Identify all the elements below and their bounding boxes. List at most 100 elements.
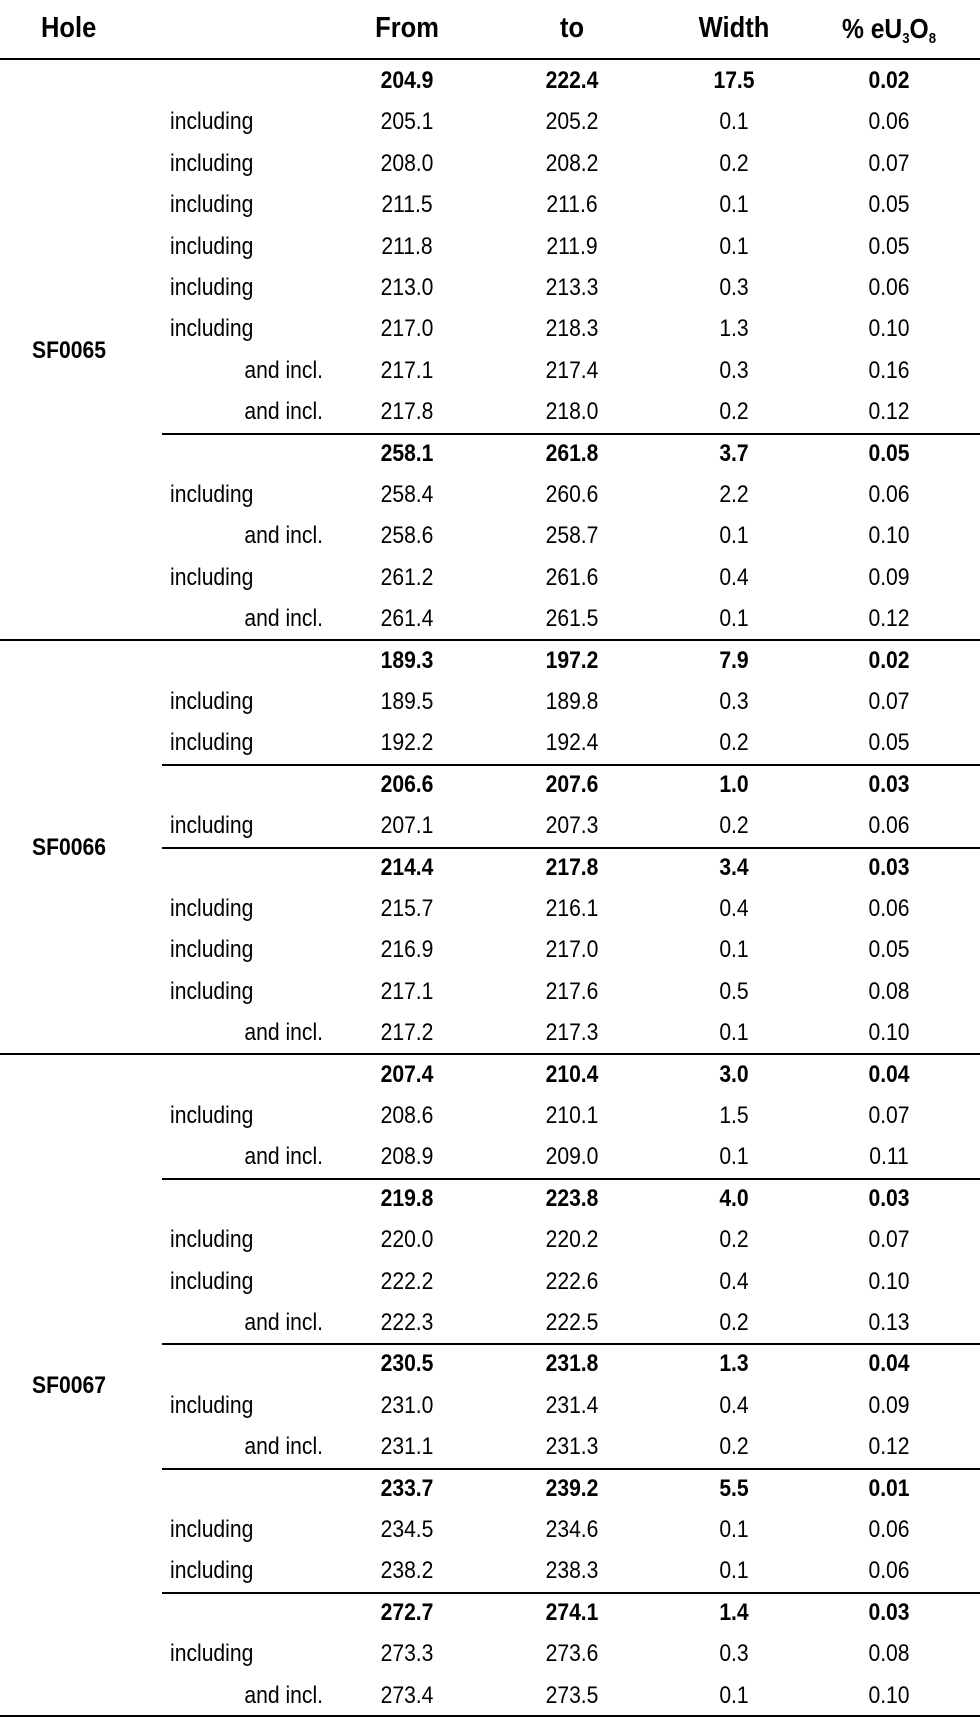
cell: 217.8 xyxy=(380,398,434,426)
cell: 210.4 xyxy=(545,1060,599,1088)
cell: 0.02 xyxy=(868,67,910,94)
cell: 231.0 xyxy=(380,1391,434,1419)
cell: 0.09 xyxy=(868,1391,910,1419)
cell: 216.1 xyxy=(545,895,599,922)
cell: 0.1 xyxy=(719,1143,749,1171)
cell: 0.05 xyxy=(868,191,910,219)
cell: 0.2 xyxy=(719,149,749,177)
cell: 0.1 xyxy=(719,1681,749,1709)
cell: 192.2 xyxy=(380,729,434,757)
cell: 0.10 xyxy=(868,1019,910,1047)
cell: 233.7 xyxy=(380,1474,434,1502)
row-label: and incl. xyxy=(244,356,323,384)
cell: 217.8 xyxy=(545,853,599,881)
row-label: including xyxy=(170,274,254,301)
row-label: including xyxy=(170,481,254,508)
cell: 207.3 xyxy=(545,812,599,840)
cell: 0.07 xyxy=(868,1226,910,1254)
hole-id: SF0065 xyxy=(32,336,106,364)
cell: 3.4 xyxy=(719,853,749,881)
cell: 258.4 xyxy=(380,481,434,508)
cell: 0.11 xyxy=(869,1143,909,1171)
cell: 0.12 xyxy=(868,1433,910,1461)
cell: 261.2 xyxy=(380,563,434,591)
cell: 0.2 xyxy=(719,1433,749,1461)
cell: 219.8 xyxy=(380,1184,434,1212)
cell: 222.4 xyxy=(545,67,599,94)
cell: 222.2 xyxy=(380,1267,434,1295)
cell: 217.1 xyxy=(380,977,434,1005)
cell: 7.9 xyxy=(719,646,749,674)
cell: 0.10 xyxy=(868,1267,910,1295)
cell: 217.0 xyxy=(545,936,599,964)
cell: 222.6 xyxy=(545,1267,599,1295)
cell: 215.7 xyxy=(380,895,434,922)
cell: 0.05 xyxy=(868,936,910,964)
cell: 206.6 xyxy=(380,770,434,798)
cell: 0.1 xyxy=(719,605,749,633)
cell: 231.8 xyxy=(545,1350,599,1378)
cell: 0.3 xyxy=(719,1640,749,1668)
cell: 214.4 xyxy=(380,853,434,881)
interval-rule xyxy=(162,1467,980,1470)
cell: 220.0 xyxy=(380,1226,434,1254)
cell: 0.10 xyxy=(868,1681,910,1709)
interval-rule xyxy=(162,846,980,849)
cell: 213.0 xyxy=(380,274,434,301)
cell: 0.12 xyxy=(868,605,910,633)
interval-rule xyxy=(162,763,980,766)
row-label: including xyxy=(170,1640,254,1668)
hole-rule xyxy=(0,1715,980,1717)
cell: 0.09 xyxy=(868,563,910,591)
row-label: including xyxy=(170,812,254,840)
cell: 0.03 xyxy=(868,770,910,798)
cell: 1.3 xyxy=(719,315,749,343)
header-from: From xyxy=(375,12,439,44)
row-label: including xyxy=(170,977,254,1005)
cell: 0.07 xyxy=(868,688,910,715)
cell: 218.0 xyxy=(545,398,599,426)
cell: 217.6 xyxy=(545,977,599,1005)
cell: 211.6 xyxy=(546,191,598,219)
cell: 0.02 xyxy=(868,646,910,674)
cell: 208.0 xyxy=(380,149,434,177)
cell: 0.2 xyxy=(719,1226,749,1254)
row-label: and incl. xyxy=(244,605,323,633)
cell: 0.04 xyxy=(868,1060,910,1088)
cell: 260.6 xyxy=(545,481,599,508)
cell: 261.5 xyxy=(545,605,599,633)
cell: 0.2 xyxy=(719,729,749,757)
cell: 0.1 xyxy=(719,1019,749,1047)
cell: 231.3 xyxy=(545,1433,599,1461)
cell: 0.06 xyxy=(868,895,910,922)
cell: 207.4 xyxy=(380,1060,434,1088)
row-label: including xyxy=(170,108,254,136)
row-label: and incl. xyxy=(244,1681,323,1709)
cell: 2.2 xyxy=(719,481,749,508)
cell: 217.2 xyxy=(380,1019,434,1047)
cell: 0.05 xyxy=(868,232,910,260)
cell: 217.0 xyxy=(380,315,434,343)
row-label: including xyxy=(170,1557,254,1585)
cell: 0.4 xyxy=(719,1267,749,1295)
cell: 208.2 xyxy=(545,149,599,177)
cell: 230.5 xyxy=(380,1350,434,1378)
cell: 0.2 xyxy=(719,812,749,840)
cell: 0.03 xyxy=(868,853,910,881)
cell: 0.1 xyxy=(719,522,749,550)
cell: 0.06 xyxy=(868,812,910,840)
cell: 211.5 xyxy=(381,191,433,219)
cell: 0.4 xyxy=(719,563,749,591)
row-label: including xyxy=(170,191,254,219)
cell: 0.12 xyxy=(868,398,910,426)
cell: 210.1 xyxy=(545,1102,599,1129)
cell: 238.3 xyxy=(545,1557,599,1585)
cell: 272.7 xyxy=(380,1598,434,1626)
hole-rule xyxy=(0,1052,980,1055)
cell: 189.8 xyxy=(545,688,599,715)
cell: 0.1 xyxy=(719,191,749,219)
cell: 258.6 xyxy=(380,522,434,550)
cell: 0.01 xyxy=(868,1474,910,1502)
row-label: and incl. xyxy=(244,1019,323,1047)
row-label: and incl. xyxy=(244,1143,323,1171)
